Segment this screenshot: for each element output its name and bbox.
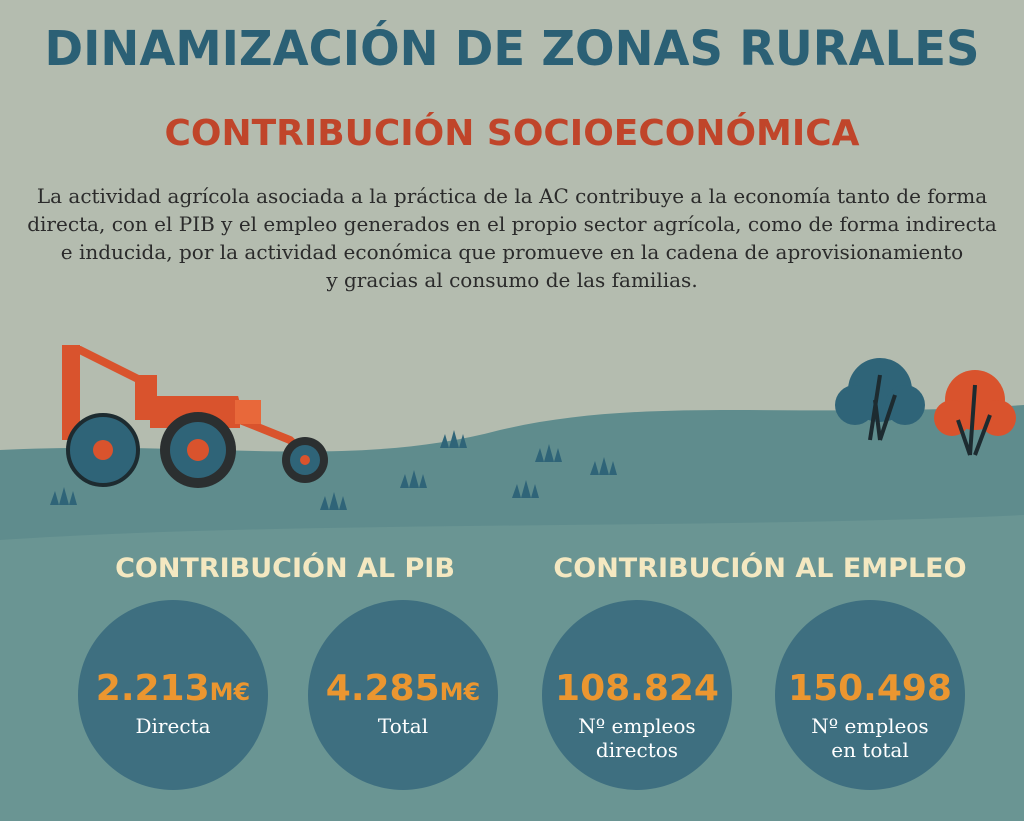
title: DINAMIZACIÓN DE ZONAS RURALES — [45, 20, 980, 77]
intro-line: directa, con el PIB y el empleo generado… — [27, 212, 997, 236]
stat-unit: M€ — [440, 678, 481, 706]
plants — [50, 430, 617, 510]
intro-line: La actividad agrícola asociada a la prác… — [37, 184, 987, 208]
tractor — [62, 345, 328, 488]
section-heading: CONTRIBUCIÓN AL EMPLEO — [553, 552, 966, 584]
stat-label: Nº empleos — [811, 714, 928, 738]
section-heading: CONTRIBUCIÓN AL PIB — [115, 552, 455, 584]
stat-value: 4.285M€ — [326, 668, 480, 709]
stat-number: 150.498 — [788, 668, 952, 709]
stat-circle — [775, 600, 965, 790]
stat-value: 2.213M€ — [96, 668, 250, 709]
intro-line: y gracias al consumo de las familias. — [325, 268, 697, 292]
stat-number: 2.213 — [96, 668, 210, 709]
stat-circle — [542, 600, 732, 790]
stat-circle — [308, 600, 498, 790]
intro-line: e inducida, por la actividad económica q… — [61, 240, 963, 264]
stat-number: 4.285 — [326, 668, 440, 709]
stat-value: 108.824 — [555, 668, 719, 709]
stat-label: directos — [596, 738, 678, 762]
stat-label: Nº empleos — [578, 714, 695, 738]
stat-label: Total — [378, 714, 428, 738]
stat-label: Directa — [136, 714, 211, 738]
stat-label: en total — [831, 738, 909, 762]
stat-value: 150.498 — [788, 668, 952, 709]
ground — [0, 515, 1024, 821]
stat-circle — [78, 600, 268, 790]
trees — [835, 358, 1016, 456]
stat-number: 108.824 — [555, 668, 719, 709]
stat-unit: M€ — [210, 678, 251, 706]
subtitle: CONTRIBUCIÓN SOCIOECONÓMICA — [165, 112, 860, 154]
